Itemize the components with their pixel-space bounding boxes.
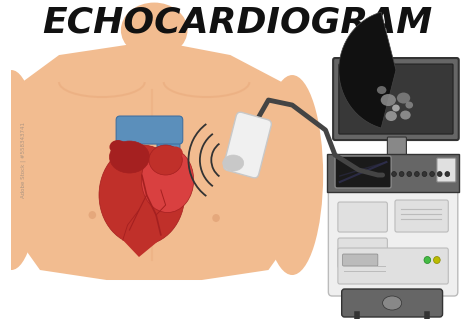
Ellipse shape: [381, 94, 396, 106]
Circle shape: [424, 256, 431, 263]
Ellipse shape: [99, 145, 185, 245]
FancyBboxPatch shape: [157, 132, 180, 213]
Ellipse shape: [405, 101, 413, 108]
Ellipse shape: [385, 111, 397, 121]
Circle shape: [445, 172, 450, 176]
Ellipse shape: [0, 70, 40, 270]
Circle shape: [422, 172, 427, 176]
Circle shape: [89, 211, 96, 219]
FancyBboxPatch shape: [387, 137, 406, 155]
FancyBboxPatch shape: [338, 202, 387, 232]
Ellipse shape: [261, 75, 323, 275]
Polygon shape: [126, 45, 178, 75]
Circle shape: [414, 172, 419, 176]
Circle shape: [434, 256, 440, 263]
FancyBboxPatch shape: [328, 188, 458, 296]
Ellipse shape: [400, 111, 410, 120]
FancyBboxPatch shape: [335, 156, 391, 188]
Ellipse shape: [383, 296, 401, 310]
FancyBboxPatch shape: [343, 254, 378, 266]
Circle shape: [212, 214, 220, 222]
FancyBboxPatch shape: [333, 58, 459, 140]
Circle shape: [407, 172, 411, 176]
Ellipse shape: [109, 140, 127, 154]
Ellipse shape: [167, 146, 183, 160]
FancyBboxPatch shape: [437, 158, 456, 182]
Ellipse shape: [109, 141, 149, 173]
Ellipse shape: [149, 145, 182, 175]
Ellipse shape: [397, 93, 410, 104]
Ellipse shape: [121, 3, 188, 57]
Wedge shape: [339, 12, 396, 128]
Ellipse shape: [141, 147, 194, 212]
Ellipse shape: [392, 105, 400, 112]
FancyBboxPatch shape: [117, 127, 140, 223]
Circle shape: [399, 172, 404, 176]
Polygon shape: [11, 40, 307, 280]
FancyBboxPatch shape: [395, 200, 448, 232]
FancyBboxPatch shape: [224, 112, 271, 178]
Circle shape: [438, 172, 442, 176]
FancyBboxPatch shape: [338, 238, 387, 268]
Text: Adobe Stock | #558343741: Adobe Stock | #558343741: [21, 122, 27, 198]
FancyBboxPatch shape: [339, 64, 453, 134]
Text: ECHOCARDIOGRAM: ECHOCARDIOGRAM: [42, 5, 432, 39]
FancyBboxPatch shape: [342, 289, 443, 317]
Circle shape: [430, 172, 435, 176]
FancyBboxPatch shape: [338, 248, 448, 284]
Circle shape: [392, 172, 396, 176]
Polygon shape: [328, 154, 459, 192]
Ellipse shape: [377, 86, 386, 94]
Polygon shape: [118, 235, 165, 257]
FancyBboxPatch shape: [116, 116, 183, 144]
Ellipse shape: [223, 155, 244, 171]
